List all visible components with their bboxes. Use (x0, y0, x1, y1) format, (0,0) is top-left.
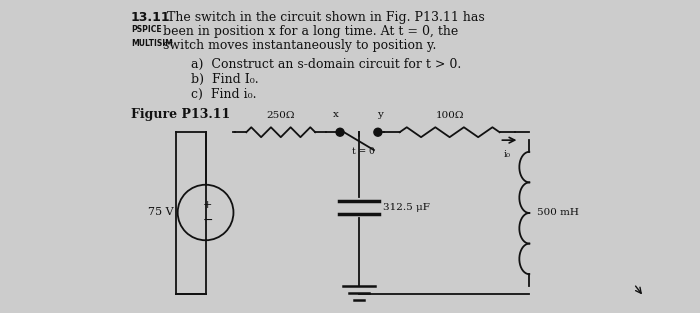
Text: c)  Find i₀.: c) Find i₀. (190, 88, 256, 100)
Text: PSPICE: PSPICE (131, 25, 162, 34)
Circle shape (336, 128, 344, 136)
Text: 75 V: 75 V (148, 208, 174, 218)
Text: 100Ω: 100Ω (435, 111, 464, 120)
Text: 500 mH: 500 mH (538, 208, 579, 217)
Circle shape (374, 128, 382, 136)
Text: b)  Find I₀.: b) Find I₀. (190, 73, 258, 86)
Text: 13.11: 13.11 (131, 11, 171, 24)
Text: switch moves instantaneously to position y.: switch moves instantaneously to position… (162, 39, 436, 52)
Text: x: x (333, 110, 339, 119)
Text: 250Ω: 250Ω (266, 111, 295, 120)
Text: i₀: i₀ (504, 150, 511, 159)
Text: y: y (377, 110, 383, 119)
Text: The switch in the circuit shown in Fig. P13.11 has: The switch in the circuit shown in Fig. … (162, 11, 484, 24)
Text: +: + (203, 200, 212, 210)
Text: 312.5 μF: 312.5 μF (383, 203, 430, 212)
Text: MULTISIM: MULTISIM (131, 39, 173, 48)
Text: been in position x for a long time. At t = 0, the: been in position x for a long time. At t… (162, 25, 458, 38)
Text: −: − (202, 214, 213, 227)
Text: t = 0: t = 0 (352, 147, 375, 156)
Text: Figure P13.11: Figure P13.11 (131, 108, 230, 121)
Text: a)  Construct an s-domain circuit for t > 0.: a) Construct an s-domain circuit for t >… (190, 58, 461, 71)
